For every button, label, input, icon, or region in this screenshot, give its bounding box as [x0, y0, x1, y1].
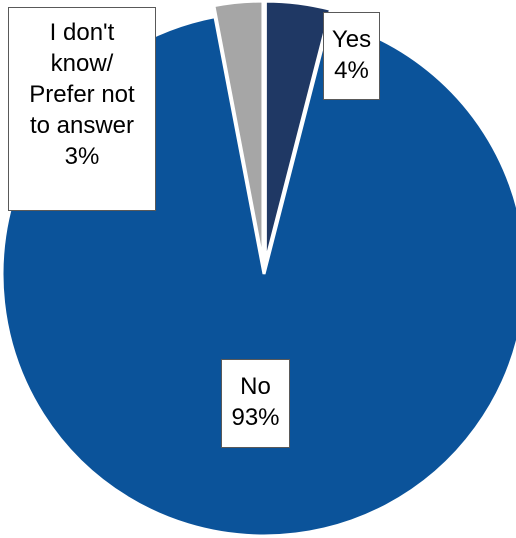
slice-label-dont-know-percent: 3%: [64, 143, 100, 170]
slice-label-no-name: No: [240, 373, 271, 400]
slice-label-dont-know-line-1: I don't: [49, 19, 115, 46]
slice-label-dont-know: I don't know/ Prefer not to answer 3%: [8, 7, 156, 211]
slice-label-yes-percent: 4%: [334, 57, 369, 84]
slice-label-dont-know-line-2: know/: [50, 50, 114, 77]
slice-label-dont-know-line-3: Prefer not: [29, 81, 135, 108]
slice-label-no: No 93%: [221, 359, 290, 448]
slice-label-yes: Yes 4%: [323, 12, 380, 100]
pie-slice-i-2: [212, 0, 265, 264]
slice-label-dont-know-line-4: to answer: [29, 112, 135, 139]
pie-slice-yes-0: [263, 0, 333, 264]
slice-label-yes-name: Yes: [331, 26, 372, 53]
slice-label-no-percent: 93%: [231, 404, 280, 431]
